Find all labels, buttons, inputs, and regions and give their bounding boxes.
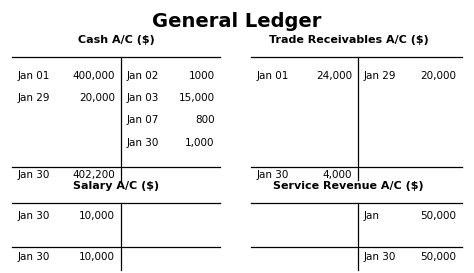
Text: 400,000: 400,000 bbox=[73, 72, 115, 81]
Text: 10,000: 10,000 bbox=[79, 252, 115, 262]
Text: 50,000: 50,000 bbox=[420, 211, 456, 221]
Text: 24,000: 24,000 bbox=[316, 72, 352, 81]
Text: Cash A/C ($): Cash A/C ($) bbox=[78, 35, 155, 45]
Text: General Ledger: General Ledger bbox=[152, 12, 322, 31]
Text: Salary A/C ($): Salary A/C ($) bbox=[73, 181, 159, 191]
Text: Service Revenue A/C ($): Service Revenue A/C ($) bbox=[273, 181, 424, 191]
Text: 10,000: 10,000 bbox=[79, 211, 115, 221]
Text: Jan: Jan bbox=[364, 211, 380, 221]
Text: 4,000: 4,000 bbox=[323, 170, 352, 180]
Text: Jan 01: Jan 01 bbox=[18, 72, 50, 81]
Text: Jan 07: Jan 07 bbox=[127, 115, 159, 125]
Text: Jan 29: Jan 29 bbox=[364, 72, 396, 81]
Text: 1000: 1000 bbox=[189, 72, 215, 81]
Text: 50,000: 50,000 bbox=[420, 252, 456, 262]
Text: Jan 30: Jan 30 bbox=[18, 170, 50, 180]
Text: Jan 30: Jan 30 bbox=[127, 138, 159, 148]
Text: 20,000: 20,000 bbox=[79, 93, 115, 103]
Text: 402,200: 402,200 bbox=[73, 170, 115, 180]
Text: 1,000: 1,000 bbox=[185, 138, 215, 148]
Text: Jan 30: Jan 30 bbox=[18, 211, 50, 221]
Text: 800: 800 bbox=[195, 115, 215, 125]
Text: Jan 01: Jan 01 bbox=[257, 72, 289, 81]
Text: 20,000: 20,000 bbox=[420, 72, 456, 81]
Text: Jan 02: Jan 02 bbox=[127, 72, 159, 81]
Text: Jan 29: Jan 29 bbox=[18, 93, 50, 103]
Text: Jan 30: Jan 30 bbox=[257, 170, 289, 180]
Text: 15,000: 15,000 bbox=[179, 93, 215, 103]
Text: Jan 30: Jan 30 bbox=[364, 252, 396, 262]
Text: Jan 30: Jan 30 bbox=[18, 252, 50, 262]
Text: Jan 03: Jan 03 bbox=[127, 93, 159, 103]
Text: Trade Receivables A/C ($): Trade Receivables A/C ($) bbox=[268, 35, 428, 45]
